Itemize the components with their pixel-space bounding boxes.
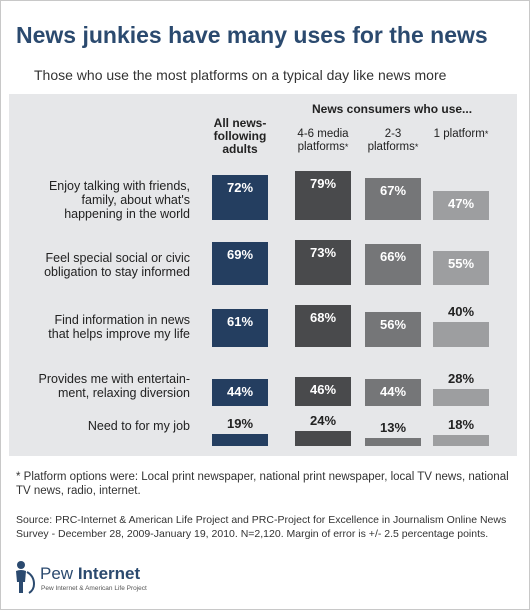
row-label-3: Provides me with entertain-ment, relaxin… bbox=[39, 372, 190, 400]
logo-word-pew: Pew bbox=[40, 564, 74, 583]
row-label-0: Enjoy talking with friends, family, about… bbox=[49, 179, 190, 221]
column-header-1: 4-6 media platforms* bbox=[283, 128, 363, 154]
row-label-2-line-1: that helps improve my life bbox=[48, 327, 190, 341]
logo-wordmark: Pew Internet bbox=[40, 564, 140, 584]
column-header-2-footnote-mark: * bbox=[414, 142, 419, 152]
bar-value-label-2-0: 67% bbox=[379, 183, 407, 199]
source-note: Source: PRC-Internet & American Life Pro… bbox=[16, 514, 507, 540]
bar-2-3 bbox=[365, 378, 421, 406]
bar-value-label-2-3: 44% bbox=[379, 383, 407, 399]
row-label-2: Find information in news that helps impro… bbox=[48, 313, 190, 341]
group-header: News consumers who use... bbox=[312, 102, 473, 116]
row-label-2-line-0: Find information in news bbox=[54, 313, 190, 327]
bar-1-4 bbox=[295, 431, 351, 446]
row-label-4: Need to for my job bbox=[88, 419, 190, 433]
row-label-0-line-0: Enjoy talking with friends, bbox=[48, 179, 190, 193]
column-header-3-footnote-mark: * bbox=[484, 129, 489, 139]
column-header-1-line-1: platforms bbox=[297, 141, 345, 153]
bar-0-3 bbox=[212, 378, 268, 406]
bar-2-2 bbox=[365, 312, 421, 347]
bar-value-label-3-4: 18% bbox=[447, 416, 475, 432]
column-header-0-line-0: All news- bbox=[213, 116, 267, 130]
row-label-0-line-2: happening in the world bbox=[64, 207, 190, 221]
column-header-1-footnote-mark: * bbox=[344, 142, 349, 152]
footnote: * Platform options were: Local print new… bbox=[16, 471, 509, 497]
bar-value-label-3-0: 47% bbox=[447, 195, 475, 211]
row-label-3-line-1: ment, relaxing diversion bbox=[57, 386, 190, 400]
row-label-1: Feel special social or civic obligation t… bbox=[44, 251, 190, 279]
logo-word-internet: Internet bbox=[77, 564, 141, 583]
column-header-2: 2-3 platforms* bbox=[363, 128, 423, 154]
column-header-0-line-2: adults bbox=[222, 142, 258, 156]
chart-title: News junkies have many uses for the news bbox=[16, 22, 488, 48]
column-header-1-line-0: 4-6 media bbox=[297, 128, 349, 140]
row-label-4-line-0: Need to for my job bbox=[87, 419, 190, 433]
column-header-2-line-1: platforms bbox=[367, 141, 415, 153]
bar-value-label-0-4: 19% bbox=[226, 416, 254, 432]
bar-value-label-2-4: 13% bbox=[379, 419, 407, 435]
row-label-3-line-0: Provides me with entertain- bbox=[38, 372, 190, 386]
bar-value-label-1-2: 68% bbox=[309, 309, 337, 325]
bar-value-label-3-1: 55% bbox=[447, 255, 475, 271]
chart-subtitle: Those who use the most platforms on a ty… bbox=[34, 67, 447, 83]
bar-3-2 bbox=[433, 322, 489, 347]
column-header-0: All news-following adults bbox=[200, 117, 280, 156]
logo-tagline: Pew Internet & American Life Project bbox=[41, 585, 147, 592]
bar-value-label-0-0: 72% bbox=[226, 180, 254, 196]
bar-2-4 bbox=[365, 437, 421, 446]
bar-3-1 bbox=[433, 250, 489, 285]
bar-3-0 bbox=[433, 190, 489, 220]
bar-value-label-2-2: 56% bbox=[379, 317, 407, 333]
bar-value-label-2-1: 66% bbox=[379, 249, 407, 265]
bar-value-label-3-3: 28% bbox=[447, 370, 475, 386]
bar-value-label-1-1: 73% bbox=[309, 244, 337, 260]
bar-value-label-1-0: 79% bbox=[309, 176, 337, 192]
bar-value-label-1-3: 46% bbox=[309, 382, 337, 398]
bar-1-2 bbox=[295, 304, 351, 347]
bar-value-label-0-1: 69% bbox=[226, 247, 254, 263]
bar-0-0 bbox=[212, 175, 268, 220]
column-header-2-line-0: 2-3 bbox=[384, 128, 402, 140]
bar-1-1 bbox=[295, 239, 351, 285]
bar-3-4 bbox=[433, 434, 489, 446]
row-label-1-line-0: Feel special social or civic bbox=[45, 251, 191, 265]
bar-3-3 bbox=[433, 388, 489, 406]
bar-value-label-1-4: 24% bbox=[309, 413, 337, 429]
row-label-1-line-1: obligation to stay informed bbox=[44, 265, 190, 279]
pew-logo-icon bbox=[16, 561, 36, 594]
bar-1-0 bbox=[295, 171, 351, 220]
bar-value-label-3-2: 40% bbox=[447, 304, 475, 320]
bar-value-label-0-3: 44% bbox=[226, 383, 254, 399]
column-header-3: 1 platform* bbox=[421, 128, 501, 141]
bar-value-label-0-2: 61% bbox=[226, 314, 254, 330]
bar-0-1 bbox=[212, 242, 268, 285]
column-header-3-line-0: 1 platform bbox=[433, 128, 485, 140]
bar-0-4 bbox=[212, 434, 268, 446]
bar-2-1 bbox=[365, 244, 421, 285]
bar-2-0 bbox=[365, 178, 421, 220]
bar-0-2 bbox=[212, 309, 268, 347]
bar-1-3 bbox=[295, 377, 351, 406]
column-header-0-line-1: following bbox=[213, 129, 267, 143]
row-label-0-line-1: family, about what's bbox=[81, 193, 190, 207]
